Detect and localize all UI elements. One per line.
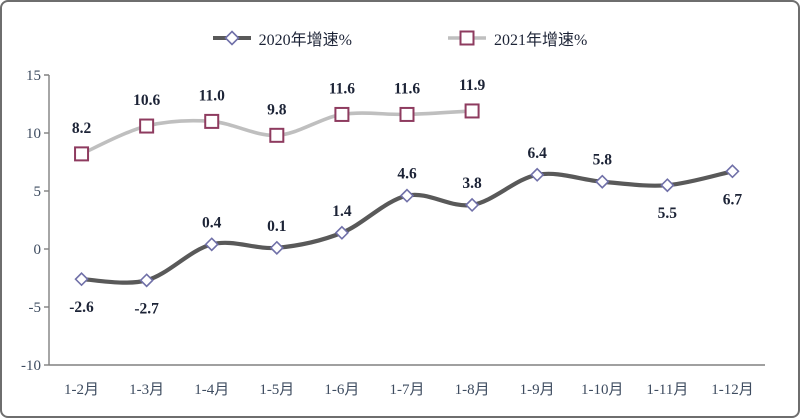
diamond-marker-icon bbox=[399, 188, 415, 203]
data-label: 11.6 bbox=[329, 80, 356, 97]
data-label: 0.1 bbox=[267, 218, 286, 235]
diamond-marker-icon bbox=[464, 197, 480, 213]
square-marker-icon bbox=[399, 106, 415, 122]
diamond-marker-icon bbox=[139, 273, 154, 288]
y-tick-label: 5 bbox=[34, 184, 42, 200]
data-label: 11.9 bbox=[459, 77, 486, 94]
y-tick-label: -5 bbox=[29, 300, 42, 316]
diamond-marker-icon bbox=[725, 164, 740, 179]
x-tick-label: 1-5月 bbox=[259, 382, 294, 398]
data-label: 6.4 bbox=[527, 145, 547, 162]
data-label: 5.8 bbox=[593, 152, 613, 169]
square-marker-icon bbox=[334, 106, 350, 122]
x-tick-label: 1-8月 bbox=[455, 382, 490, 398]
y-tick-label: 0 bbox=[34, 242, 42, 258]
data-label: 5.5 bbox=[658, 205, 678, 222]
data-label: -2.7 bbox=[134, 300, 159, 317]
x-tick-label: 1-9月 bbox=[520, 382, 555, 398]
data-label: 3.8 bbox=[462, 175, 482, 192]
data-label: 9.8 bbox=[267, 101, 287, 118]
y-tick-label: 10 bbox=[26, 126, 41, 142]
x-tick-label: 1-3月 bbox=[129, 382, 164, 398]
data-label: 1.4 bbox=[332, 203, 352, 220]
x-tick-label: 1-2月 bbox=[64, 382, 99, 398]
square-marker-icon bbox=[139, 118, 155, 134]
data-label: 4.6 bbox=[397, 166, 417, 183]
y-tick-label: 15 bbox=[26, 68, 41, 84]
y-tick-label: -10 bbox=[21, 358, 41, 374]
diamond-marker-icon bbox=[595, 174, 610, 189]
diamond-marker-icon bbox=[74, 272, 89, 287]
square-marker-icon bbox=[464, 103, 480, 119]
data-label: 11.0 bbox=[199, 87, 226, 104]
data-label: 6.7 bbox=[723, 191, 743, 208]
diamond-marker-icon bbox=[269, 240, 284, 255]
x-tick-label: 1-6月 bbox=[324, 382, 359, 398]
x-tick-label: 1-4月 bbox=[194, 382, 229, 398]
series-line-2020年增速% bbox=[79, 169, 735, 285]
data-label: 0.4 bbox=[202, 214, 222, 231]
square-marker-icon bbox=[269, 127, 285, 143]
data-label: -2.6 bbox=[69, 299, 94, 316]
diamond-marker-icon bbox=[660, 178, 675, 193]
x-tick-label: 1-7月 bbox=[390, 382, 425, 398]
x-tick-label: 1-12月 bbox=[711, 382, 754, 398]
data-label: 10.6 bbox=[133, 92, 160, 109]
diamond-marker-icon bbox=[334, 225, 350, 240]
data-label: 11.6 bbox=[394, 80, 421, 97]
data-label: 8.2 bbox=[72, 120, 92, 137]
diamond-marker-icon bbox=[530, 167, 545, 182]
diamond-marker-icon bbox=[204, 237, 219, 252]
square-marker-icon bbox=[204, 113, 220, 129]
x-tick-label: 1-11月 bbox=[646, 382, 688, 398]
square-marker-icon bbox=[74, 146, 90, 162]
x-tick-label: 1-10月 bbox=[581, 382, 624, 398]
